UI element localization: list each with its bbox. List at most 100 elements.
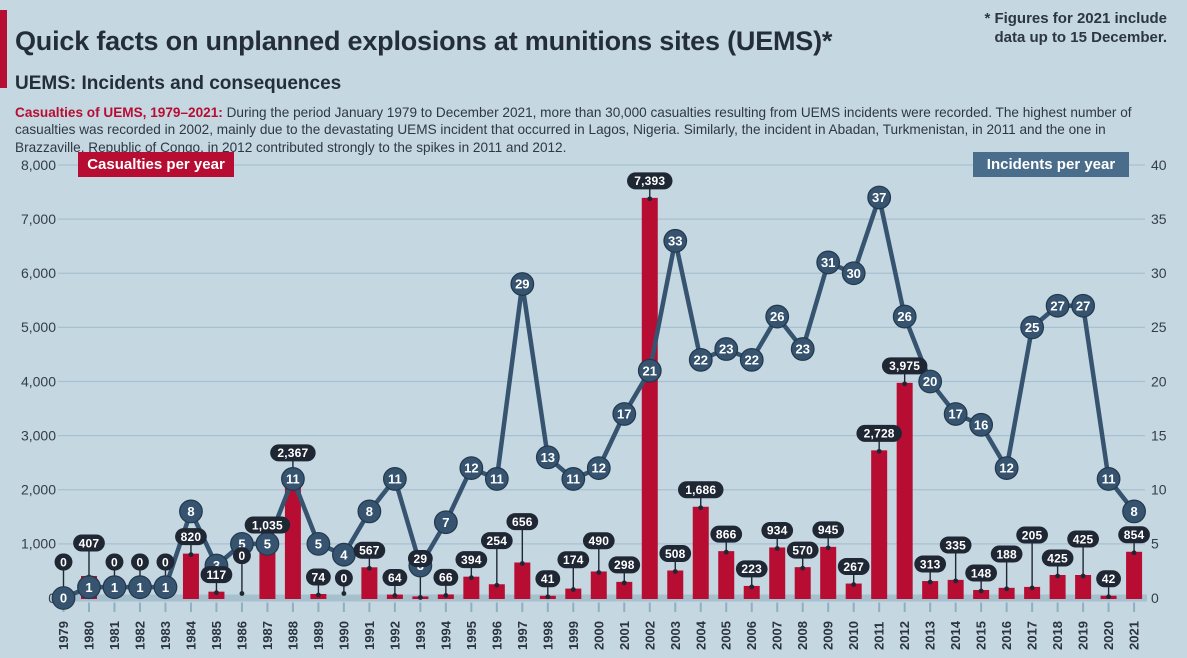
casualty-value-pill: [407, 550, 433, 568]
casualty-bar: [998, 587, 1015, 599]
casualty-bar: [641, 197, 658, 599]
incident-value: 17: [617, 407, 631, 422]
casualty-value-pill: [990, 545, 1023, 563]
casualty-value-pill: [334, 569, 353, 587]
casualty-value-pill: [382, 569, 408, 587]
casualty-value-pill: [965, 564, 997, 582]
casualty-value-pill: [232, 547, 251, 565]
year-label: 2020: [1101, 621, 1116, 650]
incident-value: 12: [464, 461, 478, 476]
incident-value: 4: [340, 547, 348, 562]
bar-top-dot: [825, 545, 831, 551]
right-axis-tick-label: 25: [1151, 319, 1167, 335]
casualty-bar: [284, 469, 301, 599]
year-label: 2011: [872, 622, 887, 650]
casualty-bar: [1075, 574, 1092, 599]
bar-top-dot: [468, 575, 474, 581]
footnote-2021: * Figures for 2021 include data up to 15…: [984, 10, 1167, 46]
incident-value: 5: [238, 536, 245, 551]
casualty-bar: [1024, 586, 1041, 599]
casualty-value-pill: [105, 553, 124, 571]
incident-value: 5: [264, 536, 271, 551]
casualty-bar: [947, 579, 964, 599]
year-label: 1992: [387, 621, 402, 650]
incident-value: 21: [643, 363, 657, 378]
right-axis-tick-label: 0: [1151, 590, 1159, 606]
incident-point: [918, 369, 943, 394]
casualty-value: 41: [541, 572, 555, 586]
casualty-value: 508: [665, 547, 686, 561]
casualty-value: 298: [614, 558, 635, 572]
year-label: 2006: [744, 621, 759, 650]
casualty-bar: [361, 567, 378, 599]
incident-point: [1020, 315, 1045, 340]
year-label: 2017: [1025, 621, 1040, 650]
casualty-value-pill: [812, 521, 845, 539]
casualty-value-pill: [1118, 526, 1150, 544]
year-label: 2005: [719, 621, 734, 650]
bar-top-dot: [392, 593, 398, 598]
casualty-value-pill: [1041, 549, 1074, 567]
bar-top-dot: [1106, 594, 1111, 600]
incident-point: [1096, 467, 1121, 491]
incident-value: 11: [388, 472, 402, 487]
casualty-value: 425: [1073, 532, 1094, 546]
casualty-bar: [1049, 574, 1066, 599]
left-axis-tick-label: 1,000: [21, 536, 56, 552]
casualty-value-pill: [761, 521, 794, 539]
casualty-value-pill: [455, 551, 488, 569]
casualty-value: 7,393: [634, 174, 665, 188]
casualty-bar: [667, 570, 684, 599]
bar-top-dot: [1055, 573, 1061, 579]
incident-value: 13: [541, 450, 555, 465]
year-label: 1985: [209, 621, 224, 650]
year-label: 1995: [464, 621, 479, 650]
casualty-bar: [565, 588, 582, 599]
incident-value: 7: [442, 515, 449, 530]
bar-top-dot: [366, 565, 372, 571]
incident-value: 1: [162, 580, 169, 595]
year-label: 1983: [158, 621, 173, 650]
year-label: 1988: [285, 621, 300, 650]
incident-value: 3: [213, 558, 220, 573]
bar-top-dot: [647, 196, 653, 202]
incident-point: [179, 499, 203, 524]
casualty-value: 0: [111, 555, 118, 569]
casualty-value: 2,728: [864, 427, 895, 441]
incident-point: [969, 412, 994, 437]
incident-point: [77, 575, 101, 600]
casualty-value: 945: [818, 523, 839, 537]
casualty-bar: [208, 591, 225, 599]
casualty-value: 42: [1102, 572, 1116, 586]
incident-value: 37: [872, 190, 886, 205]
incident-point: [1122, 499, 1146, 524]
incident-point: [51, 586, 76, 610]
casualty-value-pill: [582, 532, 615, 550]
right-axis-tick-label: 40: [1151, 157, 1167, 173]
bar-top-dot: [596, 570, 602, 575]
incident-point: [535, 445, 560, 470]
bar-top-dot: [800, 565, 806, 571]
incident-value: 11: [566, 472, 580, 487]
incident-point: [357, 499, 382, 524]
bar-top-dot: [851, 582, 857, 587]
intro-lead: Casualties of UEMS, 1979–2021:: [15, 104, 223, 120]
incident-point: [663, 228, 688, 253]
casualty-bar: [259, 541, 276, 599]
year-label: 2021: [1127, 621, 1142, 650]
incident-value: 1: [111, 580, 118, 595]
bar-top-dot: [443, 593, 449, 598]
incident-point: [102, 575, 127, 600]
year-label: 2007: [770, 621, 785, 650]
year-label: 1996: [489, 621, 504, 650]
incident-point: [459, 456, 484, 481]
incident-point: [765, 304, 790, 329]
incident-point: [867, 185, 892, 210]
year-label: 2010: [846, 621, 861, 650]
incident-value: 30: [846, 266, 860, 281]
bar-top-dot: [1004, 586, 1010, 592]
casualty-value: 64: [388, 571, 402, 585]
casualty-value-pill: [939, 536, 972, 554]
incident-point: [790, 337, 815, 361]
year-label: 1981: [107, 621, 122, 650]
